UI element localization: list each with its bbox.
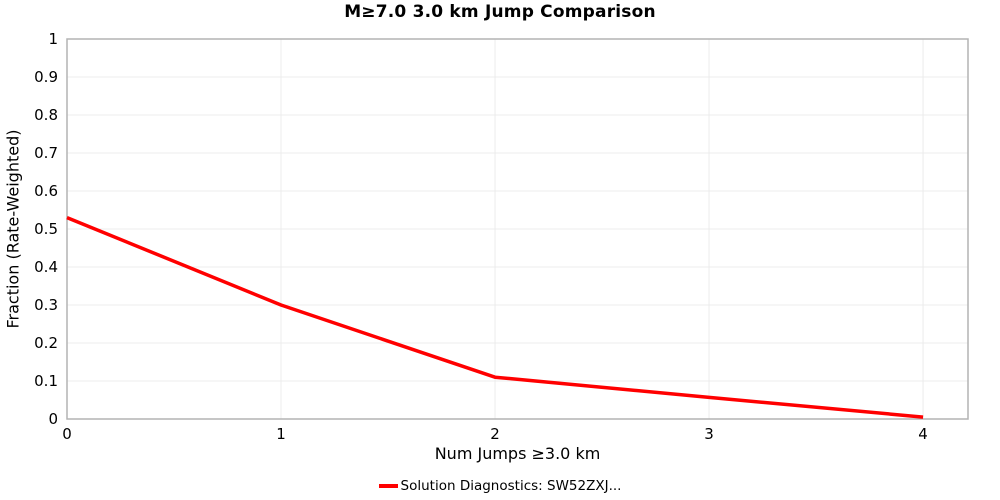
series-line (66, 215, 924, 419)
y-tick-label: 0.8 (34, 106, 58, 124)
y-tick-label: 0.5 (34, 220, 58, 238)
y-tick-label: 0.1 (34, 372, 58, 390)
x-tick-label: 0 (62, 425, 72, 443)
y-tick-label: 0.7 (34, 144, 58, 162)
x-tick-label: 1 (276, 425, 286, 443)
y-tick-label: 0.3 (34, 296, 58, 314)
y-tick-label: 0.2 (34, 334, 58, 352)
chart-title: M≥7.0 3.0 km Jump Comparison (344, 2, 656, 22)
y-tick-label: 0.6 (34, 182, 58, 200)
legend-label: Solution Diagnostics: SW52ZXJ... (400, 478, 622, 494)
y-tick-label: 0 (48, 410, 58, 428)
legend: Solution Diagnostics: SW52ZXJ... (0, 478, 1000, 494)
plot-border (66, 38, 969, 420)
y-tick-label: 0.4 (34, 258, 58, 276)
y-tick-label: 0.9 (34, 68, 58, 86)
x-tick-label: 3 (704, 425, 714, 443)
legend-line-swatch (378, 484, 398, 488)
x-tick-label: 2 (490, 425, 500, 443)
y-tick-label: 1 (48, 30, 58, 48)
x-axis-label: Num Jumps ≥3.0 km (434, 444, 601, 463)
x-tick-label: 4 (918, 425, 928, 443)
